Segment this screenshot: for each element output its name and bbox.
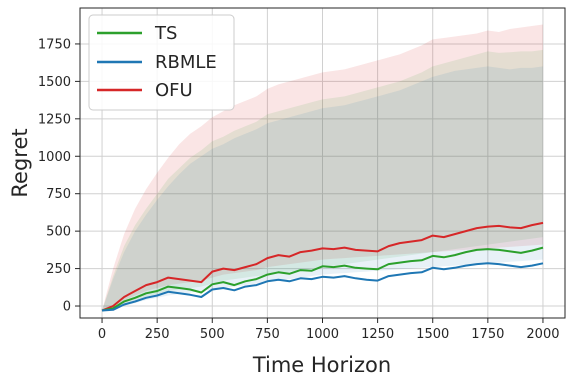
line-ts [101,246,544,312]
y-axis-ticks: 0 250 500 750 1000 1250 1500 1750 [38,37,80,315]
y-tick-label: 500 [46,225,71,240]
x-tick-label: 750 [255,327,280,342]
x-tick-label: 1000 [306,327,339,342]
legend: TS RBMLE OFU [88,14,235,111]
band-rbmle [102,66,543,311]
x-tick-label: 250 [145,327,170,342]
legend-label-ts: TS [154,23,177,44]
x-tick-label: 2000 [526,327,559,342]
x-axis-title: Time Horizon [252,353,391,377]
series-lines [101,221,544,312]
band-ts [102,49,543,311]
y-tick-label: 0 [63,300,71,315]
x-tick-label: 1750 [471,327,504,342]
band-ofu [102,24,543,311]
y-tick-label: 1250 [38,112,71,127]
x-tick-label: 500 [200,327,225,342]
x-tick-label: 1500 [416,327,449,342]
legend-box [88,14,235,111]
line-ofu [101,221,544,312]
x-tick-label: 0 [98,327,106,342]
y-tick-label: 750 [46,187,71,202]
legend-label-rbmle: RBMLE [155,52,217,73]
y-axis-title: Regret [8,128,32,197]
x-axis-ticks: 0 250 500 750 1000 1250 1500 1750 2000 [98,318,560,342]
y-tick-label: 1500 [38,75,71,90]
x-tick-label: 1250 [361,327,394,342]
legend-label-ofu: OFU [155,80,193,101]
y-tick-label: 1000 [38,150,71,165]
y-tick-label: 250 [46,262,71,277]
confidence-bands [102,24,543,311]
line-rbmle [101,262,544,312]
y-tick-label: 1750 [38,37,71,52]
